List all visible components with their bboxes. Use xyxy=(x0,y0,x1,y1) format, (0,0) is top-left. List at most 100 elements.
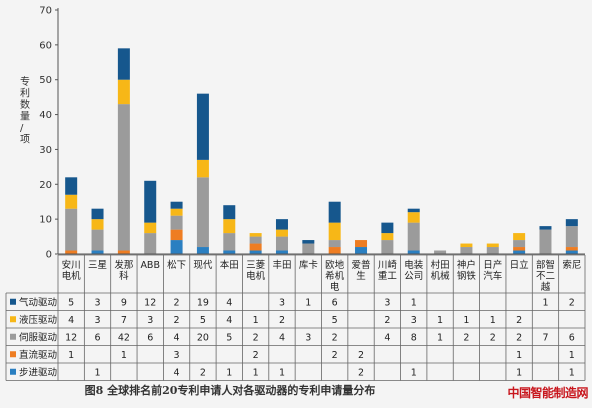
bar-segment xyxy=(91,250,104,254)
category-label: 神户钢铁 xyxy=(457,259,477,282)
table-cell-value: 1 xyxy=(437,315,443,326)
category-label: 村田机械 xyxy=(431,259,451,282)
bar-segment xyxy=(170,208,183,216)
table-cell-value: 1 xyxy=(463,315,469,326)
category-label: 电装公司 xyxy=(404,259,424,282)
table-cell-value: 2 xyxy=(200,367,206,378)
bar-segment xyxy=(223,219,236,234)
table-cell-value: 1 xyxy=(542,297,548,308)
table-cell-value: 2 xyxy=(332,332,338,343)
bar-segment xyxy=(275,236,288,251)
bar-segment xyxy=(249,243,262,251)
table-cell-value: 1 xyxy=(226,367,232,378)
table-cell-value: 7 xyxy=(542,332,548,343)
table-cell-value: 3 xyxy=(305,332,311,343)
table-cell-value: 1 xyxy=(95,367,101,378)
bar-segment xyxy=(407,222,420,251)
bar-segment xyxy=(407,208,420,213)
category-label: ABB xyxy=(140,260,160,271)
legend-swatch xyxy=(10,333,16,340)
table-cell-value: 1 xyxy=(516,367,522,378)
legend-label: 气动驱动 xyxy=(19,296,57,308)
bar-segment xyxy=(144,222,157,234)
bar-segment xyxy=(407,250,420,254)
legend-label: 伺服驱动 xyxy=(19,331,57,343)
table-cell-value: 2 xyxy=(490,332,496,343)
bar-segment xyxy=(91,208,104,220)
table-cell-value: 3 xyxy=(147,315,153,326)
table-cell-value: 3 xyxy=(174,350,180,361)
category-label: 日产汽车 xyxy=(483,259,502,282)
table-cell-value: 2 xyxy=(358,367,364,378)
bar-segment xyxy=(355,247,368,254)
table-cell-value: 3 xyxy=(95,315,101,326)
table-cell-value: 2 xyxy=(569,297,575,308)
table-cell-value: 5 xyxy=(68,297,74,308)
bar-segment xyxy=(196,247,209,254)
table-cell-value: 1 xyxy=(569,367,575,378)
y-tick-label: 50 xyxy=(39,75,52,86)
table-cell-value: 4 xyxy=(226,297,232,308)
bar-segment xyxy=(117,250,130,254)
bar-segment xyxy=(196,177,209,248)
table-cell-value: 1 xyxy=(516,350,522,361)
bar-segment xyxy=(144,180,157,223)
bar-segment xyxy=(486,247,499,254)
legend-swatch xyxy=(10,298,16,305)
bar-segment xyxy=(302,240,315,244)
table-cell-value: 9 xyxy=(121,297,127,308)
bar-segment xyxy=(275,250,288,254)
bar-segment xyxy=(65,177,78,195)
bar-segment xyxy=(381,222,394,234)
bar-segment xyxy=(565,219,578,227)
bar-segment xyxy=(302,243,315,254)
bar-segment xyxy=(117,104,130,251)
table-cell-value: 12 xyxy=(65,332,77,343)
bar-segment xyxy=(249,233,262,237)
bar-segment xyxy=(565,247,578,251)
y-axis-label: 专利数量/项 xyxy=(20,75,30,146)
bar-segment xyxy=(170,215,183,230)
table-cell-value: 3 xyxy=(279,297,285,308)
table-cell-value: 2 xyxy=(253,350,259,361)
table-cell-value: 5 xyxy=(200,315,206,326)
table-cell-value: 2 xyxy=(516,315,522,326)
bar-segment xyxy=(223,233,236,251)
bar-segment xyxy=(144,233,157,254)
y-tick-label: 0 xyxy=(46,250,52,261)
bar-segment xyxy=(91,219,104,230)
table-cell-value: 1 xyxy=(253,315,259,326)
category-label: 部智不二越 xyxy=(536,259,555,293)
bar-segment xyxy=(249,250,262,254)
legend-label: 液压驱动 xyxy=(19,314,57,326)
table-cell-value: 3 xyxy=(411,315,417,326)
table-cell-value: 2 xyxy=(463,332,469,343)
table-cell-value: 42 xyxy=(118,332,130,343)
table-cell-value: 6 xyxy=(147,332,153,343)
table-cell-value: 19 xyxy=(197,297,209,308)
bar-segment xyxy=(486,243,499,248)
bar-segment xyxy=(328,222,341,241)
category-label: 川崎重工 xyxy=(378,259,398,282)
bar-segment xyxy=(223,250,236,254)
bar-segment xyxy=(513,247,526,251)
table-cell-value: 6 xyxy=(95,332,101,343)
bar-segment xyxy=(170,240,183,254)
legend-label: 直流驱动 xyxy=(19,349,57,361)
table-cell-value: 4 xyxy=(226,315,232,326)
bar-segment xyxy=(117,48,130,80)
legend-swatch xyxy=(10,316,16,323)
category-label: 索尼 xyxy=(562,259,581,271)
table-cell-value: 20 xyxy=(197,332,209,343)
y-tick-label: 10 xyxy=(39,215,52,226)
legend-swatch xyxy=(10,351,16,358)
table-cell-value: 8 xyxy=(411,332,417,343)
table-cell-value: 3 xyxy=(95,297,101,308)
table-cell-value: 2 xyxy=(279,315,285,326)
table-cell-value: 2 xyxy=(516,332,522,343)
y-tick-label: 70 xyxy=(39,6,52,17)
category-label: 安川电机 xyxy=(62,259,82,282)
table-cell-value: 4 xyxy=(279,332,285,343)
table-cell-value: 4 xyxy=(174,367,180,378)
table-cell-value: 2 xyxy=(332,350,338,361)
